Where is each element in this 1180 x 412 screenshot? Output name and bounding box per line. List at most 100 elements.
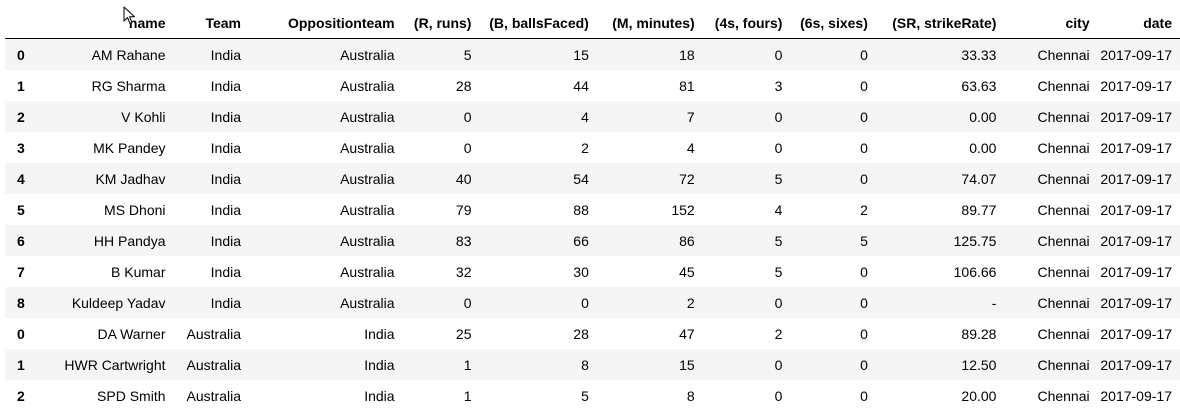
table-cell: DA Warner bbox=[97, 325, 166, 342]
table-cell: 18 bbox=[679, 46, 695, 63]
header-row: name Team Oppositionteam (R, runs) (B, balls… bbox=[5, 8, 1180, 39]
table-cell: 28 bbox=[455, 77, 472, 94]
table-cell: 88 bbox=[573, 201, 589, 218]
row-index: 5 bbox=[17, 201, 25, 218]
table-cell: 0 bbox=[774, 46, 783, 63]
table-cell: 0 bbox=[774, 387, 783, 404]
table-cell: V Kohli bbox=[121, 108, 166, 125]
table-cell: 2017-09-17 bbox=[1100, 77, 1172, 94]
column-header: (M, minutes) bbox=[596, 8, 703, 39]
table-cell: Chennai bbox=[1037, 201, 1090, 218]
table-cell: 5 bbox=[774, 170, 783, 187]
table-cell: 0 bbox=[463, 139, 472, 156]
table-row: 0 DA Warner Australia India 25 28 47 2 0 89.28 Che… bbox=[5, 318, 1180, 349]
column-header: (SR, strikeRate) bbox=[875, 8, 1005, 39]
row-index: 8 bbox=[17, 294, 25, 311]
table-cell: Australia bbox=[340, 170, 395, 187]
table-cell: 66 bbox=[573, 232, 589, 249]
row-index: 2 bbox=[17, 387, 25, 404]
table-cell: 0 bbox=[860, 77, 868, 94]
table-cell: Australia bbox=[340, 46, 395, 63]
row-index: 4 bbox=[17, 170, 25, 187]
table-cell: 0.00 bbox=[969, 139, 997, 156]
table-cell: 2017-09-17 bbox=[1100, 356, 1172, 373]
table-cell: 25 bbox=[455, 325, 472, 342]
table-row: 5 MS Dhoni India Australia 79 88 152 4 2 89.77 Che… bbox=[5, 194, 1180, 225]
table-cell: 30 bbox=[573, 263, 589, 280]
table-cell: 5 bbox=[463, 46, 472, 63]
table-cell: 1 bbox=[463, 356, 472, 373]
table-cell: 0 bbox=[463, 108, 472, 125]
table-cell: MS Dhoni bbox=[104, 201, 166, 218]
column-header: Team bbox=[173, 8, 249, 39]
table-cell: 0 bbox=[860, 139, 868, 156]
table-cell: KM Jadhav bbox=[95, 170, 166, 187]
table-cell: 2017-09-17 bbox=[1100, 263, 1172, 280]
column-header: (4s, fours) bbox=[702, 8, 791, 39]
table-cell: India bbox=[210, 139, 241, 156]
table-cell: 79 bbox=[455, 201, 472, 218]
column-header: name bbox=[40, 8, 174, 39]
table-cell: 0 bbox=[581, 294, 589, 311]
table-cell: India bbox=[210, 77, 241, 94]
table-cell: 4 bbox=[581, 108, 589, 125]
table-cell: 5 bbox=[860, 232, 868, 249]
index-header bbox=[5, 8, 41, 39]
table-cell: Australia bbox=[340, 77, 395, 94]
table-row: 2 V Kohli India Australia 0 4 7 0 0 0.00 Chennai 20… bbox=[5, 101, 1180, 132]
table-cell: 2017-09-17 bbox=[1100, 170, 1172, 187]
table-cell: 5 bbox=[581, 387, 589, 404]
table-cell: Chennai bbox=[1037, 263, 1090, 280]
table-cell: India bbox=[210, 46, 241, 63]
table-cell: 1 bbox=[463, 387, 472, 404]
table-cell: 63.63 bbox=[961, 77, 997, 94]
table-cell: 4 bbox=[774, 201, 783, 218]
table-cell: 44 bbox=[573, 77, 589, 94]
table-cell: 2017-09-17 bbox=[1100, 387, 1172, 404]
table-cell: 4 bbox=[686, 139, 695, 156]
row-index: 1 bbox=[17, 77, 25, 94]
table-cell: 0.00 bbox=[969, 108, 997, 125]
table-cell: 89.77 bbox=[961, 201, 997, 218]
table-cell: India bbox=[210, 232, 241, 249]
row-index: 2 bbox=[17, 108, 25, 125]
table-cell: 45 bbox=[679, 263, 695, 280]
table-cell: 0 bbox=[774, 108, 783, 125]
table-cell: Australia bbox=[186, 387, 241, 404]
table-cell: 2 bbox=[774, 325, 783, 342]
table-cell: Australia bbox=[340, 263, 395, 280]
table-cell: Chennai bbox=[1037, 356, 1090, 373]
table-cell: 15 bbox=[573, 46, 589, 63]
table-cell: 83 bbox=[455, 232, 472, 249]
table-cell: 8 bbox=[581, 356, 589, 373]
table-cell: India bbox=[210, 201, 241, 218]
dataframe-table: name Team Oppositionteam (R, runs) (B, balls… bbox=[5, 8, 1180, 411]
table-cell: 2017-09-17 bbox=[1100, 201, 1172, 218]
table-row: 1 HWR Cartwright Australia India 1 8 15 0 0 12.50… bbox=[5, 349, 1180, 380]
table-cell: 5 bbox=[774, 232, 783, 249]
table-row: 3 MK Pandey India Australia 0 2 4 0 0 0.00 Chennai… bbox=[5, 132, 1180, 163]
table-cell: MK Pandey bbox=[93, 139, 166, 156]
row-index: 1 bbox=[17, 356, 25, 373]
table-cell: 32 bbox=[455, 263, 472, 280]
table-row: 0 AM Rahane India Australia 5 15 18 0 0 33.33 Chen… bbox=[5, 38, 1180, 70]
table-cell: 0 bbox=[860, 108, 868, 125]
table-cell: Australia bbox=[340, 108, 395, 125]
table-cell: Australia bbox=[186, 325, 241, 342]
table-cell: India bbox=[210, 108, 241, 125]
table-row: 1 RG Sharma India Australia 28 44 81 3 0 63.63 Che… bbox=[5, 70, 1180, 101]
table-row: 7 B Kumar India Australia 32 30 45 5 0 106.66 Chen… bbox=[5, 256, 1180, 287]
table-cell: 0 bbox=[774, 294, 783, 311]
table-cell: 8 bbox=[686, 387, 695, 404]
table-cell: Chennai bbox=[1037, 170, 1090, 187]
table-cell: 47 bbox=[679, 325, 695, 342]
table-cell: 12.50 bbox=[961, 356, 997, 373]
table-cell: India bbox=[364, 325, 395, 342]
table-cell: India bbox=[210, 294, 241, 311]
table-cell: 106.66 bbox=[953, 263, 997, 280]
table-cell: 28 bbox=[573, 325, 589, 342]
table-cell: B Kumar bbox=[111, 263, 166, 280]
table-cell: Chennai bbox=[1037, 108, 1090, 125]
table-cell: 89.28 bbox=[961, 325, 997, 342]
row-index: 6 bbox=[17, 232, 25, 249]
